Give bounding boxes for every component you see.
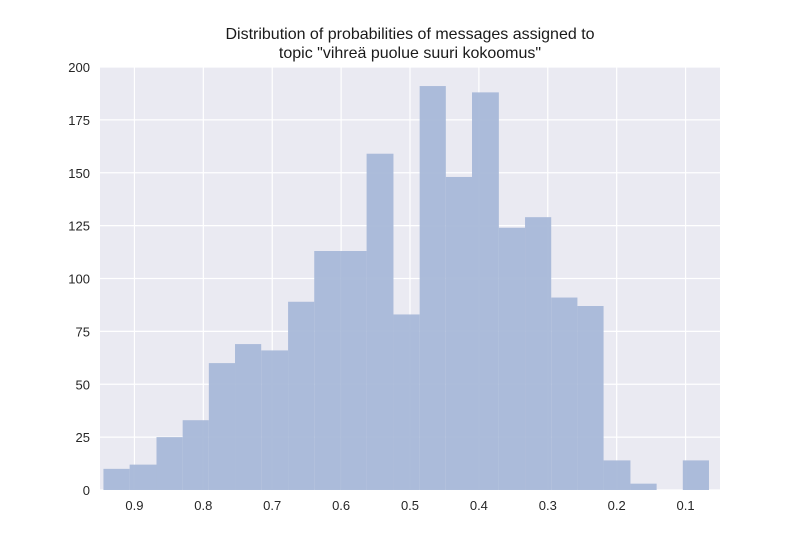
x-tick-label: 0.9 <box>125 498 143 513</box>
y-tick-label: 25 <box>76 430 90 445</box>
chart-title-line-2: topic "vihreä puolue suuri kokoomus" <box>278 45 542 62</box>
x-tick-label: 0.6 <box>332 498 350 513</box>
histogram-bar <box>525 217 552 491</box>
histogram-bar <box>208 363 236 490</box>
y-tick-label: 50 <box>76 377 90 392</box>
histogram-bar <box>314 251 341 490</box>
histogram-bar <box>603 460 631 490</box>
x-tick-label: 0.5 <box>401 498 419 513</box>
histogram-bar <box>630 483 657 490</box>
x-tick-label: 0.7 <box>263 498 281 513</box>
histogram-bar <box>445 176 472 491</box>
histogram-bar <box>288 301 315 490</box>
y-tick-label: 75 <box>76 324 90 339</box>
histogram-bar <box>129 464 157 490</box>
histogram-bar <box>366 153 394 490</box>
chart-title-line-1: Distribution of probabilities of message… <box>225 26 595 43</box>
x-tick-label: 0.3 <box>539 498 557 513</box>
y-tick-label: 125 <box>68 219 90 234</box>
histogram-bar <box>156 437 183 490</box>
histogram-bar <box>235 344 262 490</box>
x-tick-label: 0.2 <box>608 498 626 513</box>
y-tick-label: 100 <box>68 272 90 287</box>
histogram-bar <box>340 251 367 490</box>
histogram-bar <box>551 297 578 490</box>
histogram-bar <box>393 314 420 490</box>
y-tick-label: 200 <box>68 60 90 75</box>
histogram-bar <box>472 92 499 490</box>
histogram-bar <box>182 420 209 490</box>
histogram-bar <box>682 460 709 490</box>
histogram-bar <box>419 86 446 490</box>
x-tick-label: 0.8 <box>194 498 212 513</box>
histogram-bar <box>103 468 130 490</box>
x-tick-label: 0.4 <box>470 498 488 513</box>
histogram-bar <box>577 305 604 490</box>
x-tick-label: 0.1 <box>677 498 695 513</box>
y-tick-label: 150 <box>68 166 90 181</box>
histogram-bar <box>498 227 526 491</box>
histogram-bar <box>261 350 289 490</box>
y-tick-label: 0 <box>83 483 90 498</box>
y-tick-label: 175 <box>68 113 90 128</box>
